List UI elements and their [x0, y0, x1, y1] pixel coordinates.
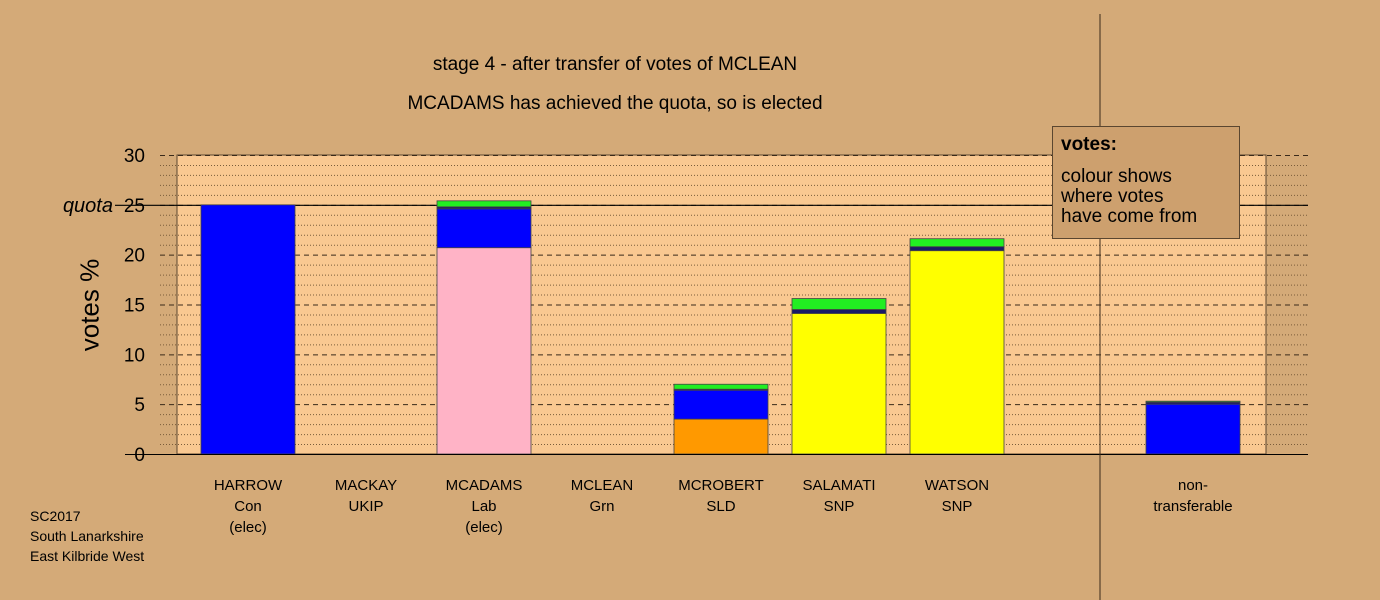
x-tick-label: WATSON [925, 477, 989, 494]
footer-council: South Lanarkshire [30, 528, 144, 544]
y-tick-label: 0 [134, 445, 145, 466]
x-tick-label: SLD [706, 498, 735, 515]
footer-note: SC2017 South Lanarkshire East Kilbride W… [30, 506, 144, 566]
bar-segment-grn [909, 238, 1005, 248]
x-tick-label: UKIP [348, 498, 383, 515]
x-tick-label: Grn [589, 498, 614, 515]
chart-subtitle: MCADAMS has achieved the quota, so is el… [407, 93, 823, 114]
footer-election: SC2017 [30, 508, 81, 524]
x-tick-label: MCADAMS [446, 477, 523, 494]
x-tick-label: Lab [471, 498, 496, 515]
legend-heading: votes: [1061, 134, 1117, 155]
axes [125, 14, 1308, 600]
legend-line: where votes [1061, 186, 1164, 207]
x-tick-label: transferable [1153, 498, 1232, 515]
y-tick-label: 10 [124, 345, 145, 366]
bar-segment-con [436, 208, 532, 249]
bar-segment-ukip [909, 246, 1005, 252]
bar-segment-grn [1145, 400, 1241, 403]
bar-segment-grn [673, 383, 769, 390]
x-tick-labels: HARROW Con (elec) MACKAY UKIP MCADAMS Lab (elec… [214, 477, 1233, 536]
x-tick-label: SNP [942, 498, 973, 515]
bar-segment-con [1145, 403, 1241, 455]
x-tick-label: MACKAY [335, 477, 397, 494]
bars [200, 200, 1241, 455]
y-tick-label: 15 [124, 296, 145, 317]
x-tick-label: SALAMATI [802, 477, 875, 494]
y-tick-label: 5 [134, 395, 145, 416]
y-tick-label: 20 [124, 246, 145, 267]
bar-segment-sld [673, 418, 769, 455]
x-tick-label: (elec) [229, 519, 267, 536]
bar-segment-grn [436, 200, 532, 208]
bar-segment-grn [791, 298, 887, 310]
bar-segment-snp [791, 313, 887, 455]
x-tick-label: non- [1178, 477, 1208, 494]
y-tick-label: 25 [124, 196, 145, 217]
y-axis-label: votes % [74, 258, 105, 352]
bar-segment-lab [436, 247, 532, 455]
legend-line: colour shows [1061, 166, 1172, 187]
legend-line: have come from [1061, 206, 1198, 227]
bar-segment-snp [909, 250, 1005, 455]
bar-segment-ukip [791, 309, 887, 314]
x-tick-label: MCLEAN [571, 477, 634, 494]
x-tick-label: (elec) [465, 519, 503, 536]
footer-ward: East Kilbride West [30, 548, 145, 564]
x-tick-label: Con [234, 498, 262, 515]
y-tick-label: 30 [124, 146, 145, 167]
legend-box: votes: colour shows where votes have com… [1052, 126, 1240, 239]
bar-segment-con [200, 204, 296, 455]
x-tick-label: SNP [824, 498, 855, 515]
y-tick-labels: 0 5 10 15 20 25 30 quota [63, 146, 145, 466]
chart-title: stage 4 - after transfer of votes of MCL… [432, 54, 798, 75]
quota-label: quota [63, 195, 113, 217]
x-tick-label: MCROBERT [678, 477, 764, 494]
x-tick-label: HARROW [214, 477, 283, 494]
bar-segment-con [673, 389, 769, 420]
